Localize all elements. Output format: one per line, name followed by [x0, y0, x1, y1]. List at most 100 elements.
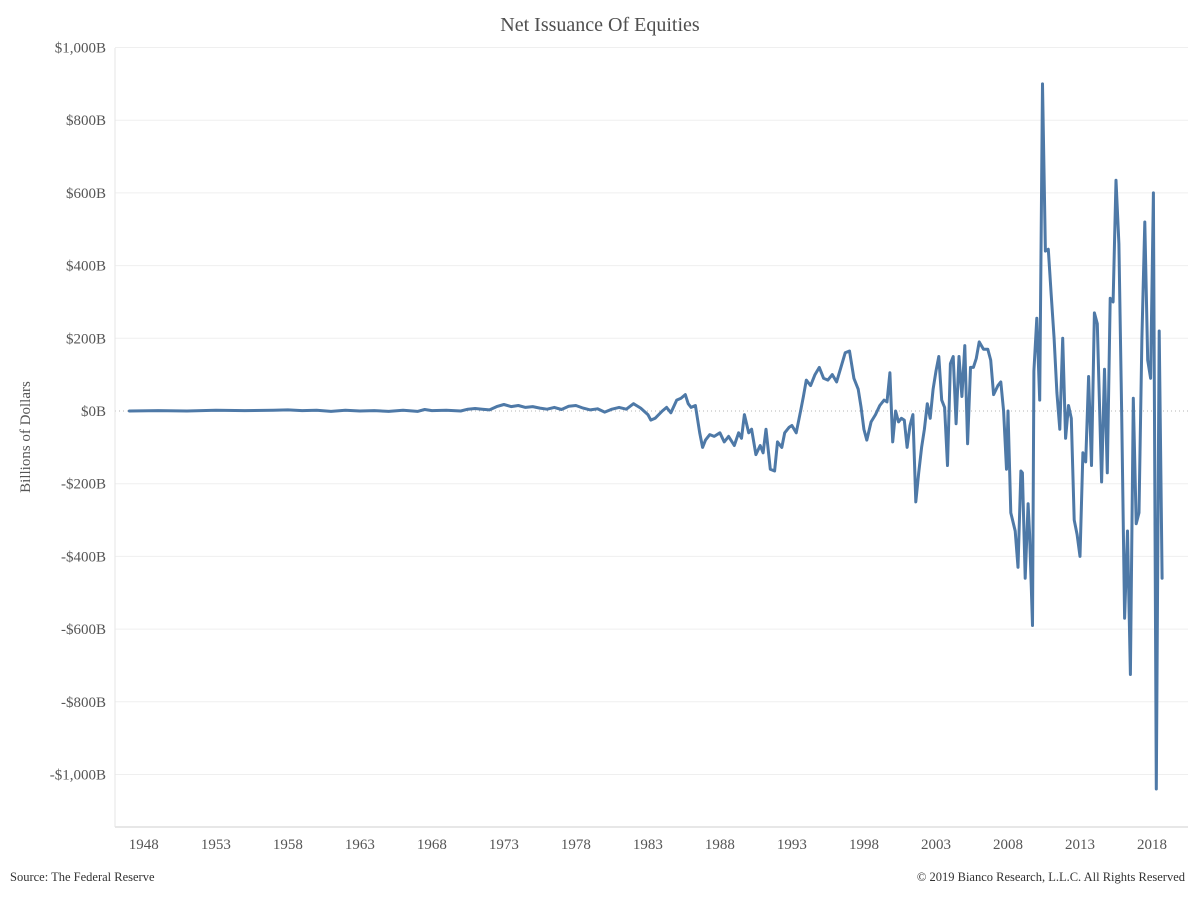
data-point	[567, 405, 570, 408]
data-point	[982, 348, 985, 351]
data-point	[888, 371, 891, 374]
data-point	[891, 440, 894, 443]
data-point	[802, 395, 805, 398]
data-point	[669, 411, 672, 414]
data-point	[589, 408, 592, 411]
data-point	[1132, 397, 1135, 400]
data-point	[315, 409, 318, 412]
x-tick-label: 1973	[489, 837, 519, 853]
data-point	[1009, 511, 1012, 514]
x-tick-labels: 1948 1953 1958 1963 1968 1973 1978 1983 1988 1993…	[129, 837, 1167, 853]
data-point	[373, 409, 376, 412]
data-point	[996, 384, 999, 387]
data-point	[952, 355, 955, 358]
data-point	[488, 408, 491, 411]
data-point	[790, 424, 793, 427]
data-point	[865, 439, 868, 442]
data-point	[963, 344, 966, 347]
data-point	[646, 413, 649, 416]
data-point	[909, 424, 911, 427]
y-tick-label: $200B	[66, 331, 106, 347]
data-point	[960, 395, 963, 398]
data-point	[344, 409, 347, 412]
data-point	[713, 435, 716, 438]
data-point	[402, 409, 405, 412]
data-point	[799, 410, 802, 412]
data-point	[958, 355, 960, 358]
data-point	[860, 406, 863, 409]
x-tick-label: 1993	[777, 837, 807, 853]
data-point	[1019, 470, 1022, 472]
y-tick-label: -$800B	[61, 695, 106, 711]
y-tick-label: $600B	[66, 186, 106, 202]
data-point	[639, 407, 642, 410]
x-tick-label: 1963	[345, 837, 375, 853]
data-point	[975, 357, 978, 360]
data-point	[718, 431, 721, 434]
y-tick-label: -$400B	[61, 549, 106, 565]
data-point	[1096, 322, 1099, 325]
data-point	[1129, 673, 1132, 676]
data-point	[943, 406, 946, 409]
y-tick-label: $400B	[66, 259, 106, 275]
series-points	[128, 82, 1164, 790]
x-tick-label: 2008	[993, 837, 1023, 853]
data-point	[870, 420, 873, 423]
data-point	[1041, 82, 1044, 85]
y-tick-label: -$1,000B	[50, 768, 106, 784]
data-point	[733, 444, 736, 447]
data-point	[680, 397, 682, 400]
data-point	[914, 500, 917, 503]
data-point	[1123, 617, 1126, 620]
data-point	[157, 409, 160, 412]
data-point	[665, 406, 668, 409]
x-tick-label: 1988	[705, 837, 735, 853]
data-point	[822, 377, 825, 380]
data-point	[531, 405, 534, 408]
data-point	[1087, 375, 1090, 378]
data-point	[852, 377, 855, 380]
data-point	[783, 431, 786, 434]
data-point	[272, 409, 275, 412]
data-point	[574, 404, 577, 407]
data-point	[935, 370, 937, 372]
data-point	[1146, 359, 1149, 362]
x-tick-label: 2013	[1065, 837, 1095, 853]
data-point	[1084, 460, 1087, 463]
data-point	[1081, 451, 1084, 454]
data-point	[780, 446, 783, 449]
data-point	[1027, 502, 1030, 505]
data-point	[1106, 471, 1109, 474]
data-point	[923, 428, 926, 431]
data-point	[466, 408, 469, 411]
data-point	[553, 406, 556, 409]
data-point	[878, 404, 881, 407]
data-point	[1090, 464, 1093, 467]
data-point	[423, 408, 426, 411]
data-point	[773, 470, 776, 472]
y-tick-label: -$200B	[61, 477, 106, 493]
data-point	[1109, 297, 1112, 300]
data-point	[687, 402, 690, 405]
x-tick-label: 1968	[417, 837, 447, 853]
data-point	[886, 400, 888, 403]
data-point	[747, 431, 750, 434]
data-point	[911, 413, 914, 416]
data-point	[1070, 417, 1073, 420]
data-point	[560, 408, 563, 411]
data-point	[358, 410, 361, 412]
y-tick-label: $0B	[81, 404, 106, 420]
data-point	[989, 359, 992, 362]
data-point	[844, 351, 847, 354]
data-point	[1117, 242, 1120, 245]
data-point	[1055, 391, 1058, 394]
data-point	[610, 408, 613, 411]
source-note: Source: The Federal Reserve	[10, 870, 155, 884]
data-point	[762, 451, 765, 454]
data-point	[929, 417, 932, 420]
data-point	[795, 431, 798, 434]
data-point	[502, 403, 505, 406]
data-point	[1050, 293, 1053, 296]
data-point	[737, 431, 740, 434]
chart-title: Net Issuance Of Equities	[500, 14, 700, 36]
